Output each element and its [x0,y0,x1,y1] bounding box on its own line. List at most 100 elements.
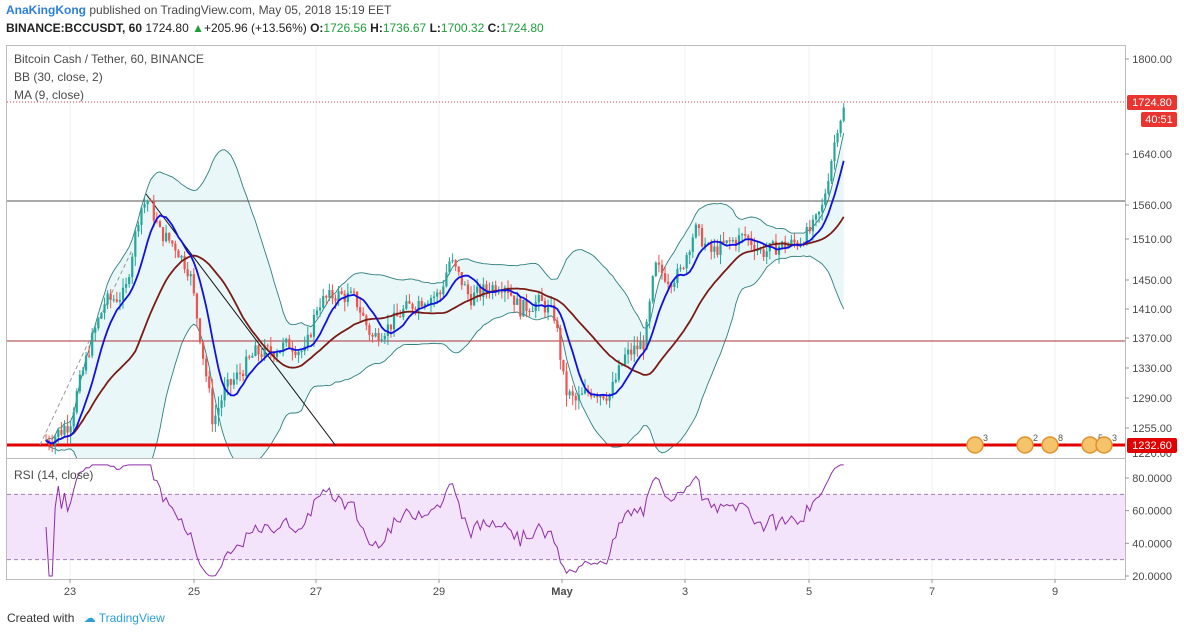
candle[interactable] [91,332,94,356]
tradingview-logo-icon[interactable]: ☁ [83,611,96,625]
candle[interactable] [121,287,125,301]
candle[interactable] [574,395,577,401]
candle[interactable] [383,335,386,340]
candle[interactable] [260,354,263,357]
candle[interactable] [214,415,217,425]
candle[interactable] [109,293,112,300]
candle[interactable] [596,395,599,398]
candle[interactable] [392,312,396,330]
candle[interactable] [389,324,393,330]
candle[interactable] [63,426,66,435]
candle[interactable] [565,371,568,396]
candle[interactable] [737,235,741,246]
candle[interactable] [479,286,482,297]
candle[interactable] [340,291,343,294]
candle[interactable] [405,301,408,309]
candle[interactable] [777,246,781,255]
candle[interactable] [171,240,174,244]
candle[interactable] [774,241,778,255]
candle[interactable] [670,284,673,288]
candle[interactable] [713,246,716,252]
candle[interactable] [657,262,661,265]
candle[interactable] [790,239,793,245]
candle[interactable] [704,243,707,247]
candle[interactable] [482,284,485,297]
candle[interactable] [494,285,497,293]
candle[interactable] [51,444,54,446]
candle[interactable] [580,393,584,395]
candle[interactable] [513,295,516,305]
candle[interactable] [368,325,371,335]
candle[interactable] [374,333,377,337]
candle[interactable] [830,161,833,182]
candle[interactable] [466,284,470,295]
legend-title[interactable]: Bitcoin Cash / Tether, 60, BINANCE [14,52,204,66]
candle[interactable] [319,307,322,311]
candle[interactable] [337,291,340,301]
candle[interactable] [226,379,229,387]
candle[interactable] [288,338,291,349]
legend-bb[interactable]: BB (30, close, 2) [14,70,103,84]
candle[interactable] [636,345,639,350]
event-flag-icon[interactable] [1095,436,1113,454]
candle[interactable] [257,345,260,355]
tradingview-link[interactable]: TradingView [98,611,165,625]
candle[interactable] [57,429,60,437]
candle[interactable] [793,239,796,243]
candle[interactable] [725,240,728,244]
candle[interactable] [192,274,195,294]
candle[interactable] [688,251,691,256]
candle[interactable] [694,224,697,238]
candle[interactable] [642,341,645,350]
candle[interactable] [442,286,445,295]
candle[interactable] [423,303,426,307]
candle[interactable] [201,342,205,359]
candle[interactable] [685,255,688,269]
candle[interactable] [174,243,177,251]
candle[interactable] [380,339,383,342]
candle[interactable] [546,305,550,313]
candle[interactable] [229,379,232,385]
candle[interactable] [322,295,325,308]
candle[interactable] [439,292,442,295]
candle[interactable] [460,272,463,286]
candle[interactable] [100,312,103,319]
candle[interactable] [722,240,725,244]
candle[interactable] [531,310,534,312]
candle[interactable] [605,398,608,401]
candle[interactable] [331,290,334,299]
candle[interactable] [571,391,574,396]
candle[interactable] [352,291,356,293]
candle[interactable] [168,232,171,241]
candle[interactable] [771,241,774,244]
candle[interactable] [146,200,149,205]
candle[interactable] [103,304,106,313]
candle[interactable] [408,301,411,304]
candle[interactable] [814,214,818,220]
candle[interactable] [617,365,620,380]
candle[interactable] [282,342,285,351]
candle[interactable] [824,193,827,205]
candle[interactable] [811,219,815,232]
candle[interactable] [251,356,254,358]
candle[interactable] [451,260,454,262]
candle[interactable] [177,250,180,258]
candle[interactable] [734,240,738,246]
candle[interactable] [540,295,543,301]
candle[interactable] [84,355,88,371]
candle[interactable] [728,240,731,242]
candle[interactable] [750,237,753,246]
candle[interactable] [682,267,685,269]
candle[interactable] [346,292,349,302]
rsi-pane[interactable] [7,459,1125,579]
candle[interactable] [131,256,134,278]
candle[interactable] [355,291,359,308]
candle[interactable] [69,426,72,433]
candle[interactable] [417,301,420,311]
candle[interactable] [630,349,633,355]
candle[interactable] [577,394,580,401]
candle[interactable] [817,211,821,215]
candle[interactable] [211,388,214,425]
candle[interactable] [263,345,266,357]
